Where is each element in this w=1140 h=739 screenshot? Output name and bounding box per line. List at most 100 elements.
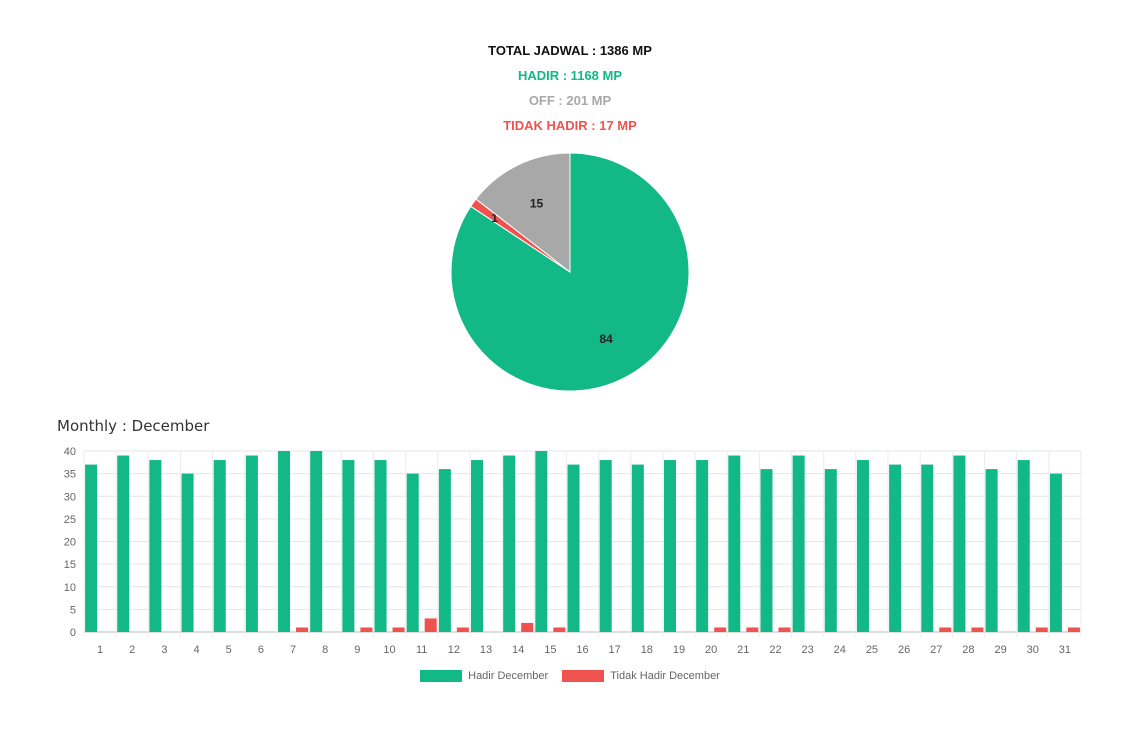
pie-label-1: 1: [491, 211, 498, 225]
x-tick-label: 27: [930, 644, 942, 656]
bar-hadir-26[interactable]: [889, 464, 902, 632]
bar-hadir-8[interactable]: [310, 451, 323, 632]
bar-tidak-hadir-15[interactable]: [553, 627, 566, 632]
bar-tidak-hadir-7[interactable]: [296, 627, 309, 632]
x-tick-label: 20: [705, 644, 717, 656]
bar-hadir-28[interactable]: [953, 455, 966, 632]
bar-hadir-14[interactable]: [503, 455, 516, 632]
x-tick-label: 21: [737, 644, 749, 656]
x-tick-label: 8: [322, 644, 328, 656]
legend-label-hadir: Hadir December: [468, 670, 549, 682]
tidak-hadir-label: TIDAK HADIR : 17 MP: [503, 118, 637, 133]
x-tick-label: 30: [1027, 644, 1039, 656]
y-tick-label: 10: [64, 582, 76, 594]
x-tick-label: 1: [97, 644, 103, 656]
x-tick-label: 25: [866, 644, 878, 656]
x-tick-label: 17: [609, 644, 621, 656]
x-tick-label: 10: [383, 644, 395, 656]
pie-slice-2[interactable]: [475, 152, 571, 274]
bar-tidak-hadir-20[interactable]: [714, 627, 727, 632]
total-jadwal-label: TOTAL JADWAL : 1386 MP: [488, 43, 652, 58]
bar-hadir-31[interactable]: [1049, 473, 1062, 632]
bar-tidak-hadir-14[interactable]: [521, 622, 534, 632]
attendance-pie-chart: 84 1 15: [450, 152, 690, 392]
bar-hadir-7[interactable]: [278, 451, 291, 632]
bar-legend: Hadir December Tidak Hadir December: [0, 670, 1140, 682]
x-tick-label: 12: [448, 644, 460, 656]
bar-hadir-4[interactable]: [181, 473, 194, 632]
pie-label-0: 84: [599, 332, 613, 346]
bar-hadir-13[interactable]: [471, 460, 484, 632]
bar-tidak-hadir-22[interactable]: [778, 627, 791, 632]
bar-hadir-29[interactable]: [985, 469, 998, 632]
x-tick-label: 24: [834, 644, 846, 656]
bar-hadir-24[interactable]: [824, 469, 837, 632]
x-tick-label: 14: [512, 644, 524, 656]
bar-tidak-hadir-28[interactable]: [971, 627, 984, 632]
bar-hadir-3[interactable]: [149, 460, 162, 632]
bar-tidak-hadir-10[interactable]: [392, 627, 405, 632]
x-tick-label: 31: [1059, 644, 1071, 656]
legend-label-tidak-hadir: Tidak Hadir December: [610, 670, 720, 682]
x-tick-label: 3: [161, 644, 167, 656]
x-tick-label: 15: [544, 644, 556, 656]
bar-tidak-hadir-31[interactable]: [1067, 627, 1080, 632]
legend-item-hadir[interactable]: Hadir December: [420, 670, 548, 682]
bar-tidak-hadir-27[interactable]: [939, 627, 952, 632]
bar-tidak-hadir-11[interactable]: [424, 618, 437, 632]
bar-hadir-15[interactable]: [535, 451, 548, 632]
bar-hadir-17[interactable]: [599, 460, 612, 632]
bar-hadir-25[interactable]: [856, 460, 869, 632]
bar-hadir-9[interactable]: [342, 460, 355, 632]
bar-hadir-21[interactable]: [728, 455, 741, 632]
x-tick-label: 9: [354, 644, 360, 656]
y-tick-label: 15: [64, 559, 76, 571]
x-tick-label: 26: [898, 644, 910, 656]
bar-hadir-1[interactable]: [85, 464, 98, 632]
bar-hadir-19[interactable]: [663, 460, 676, 632]
bar-tidak-hadir-30[interactable]: [1035, 627, 1048, 632]
y-tick-label: 30: [64, 491, 76, 503]
bar-tidak-hadir-21[interactable]: [746, 627, 759, 632]
bar-hadir-2[interactable]: [117, 455, 130, 632]
y-tick-label: 25: [64, 514, 76, 526]
bar-hadir-27[interactable]: [921, 464, 934, 632]
bar-hadir-18[interactable]: [631, 464, 644, 632]
x-tick-label: 2: [129, 644, 135, 656]
x-tick-label: 13: [480, 644, 492, 656]
y-tick-label: 5: [70, 604, 76, 616]
x-tick-label: 28: [962, 644, 974, 656]
bar-tidak-hadir-12[interactable]: [456, 627, 469, 632]
y-tick-label: 20: [64, 537, 76, 549]
y-tick-label: 40: [64, 446, 76, 458]
y-tick-label: 35: [64, 469, 76, 481]
legend-swatch-tidak-hadir: [562, 670, 605, 682]
x-tick-label: 22: [769, 644, 781, 656]
monthly-title: Monthly : December: [57, 417, 210, 435]
bar-hadir-10[interactable]: [374, 460, 387, 632]
bar-hadir-30[interactable]: [1017, 460, 1030, 632]
x-tick-label: 19: [673, 644, 685, 656]
x-tick-label: 16: [576, 644, 588, 656]
legend-item-tidak-hadir[interactable]: Tidak Hadir December: [562, 670, 720, 682]
bar-hadir-6[interactable]: [245, 455, 258, 632]
bar-hadir-5[interactable]: [213, 460, 226, 632]
bar-hadir-12[interactable]: [438, 469, 451, 632]
bar-hadir-11[interactable]: [406, 473, 419, 632]
bar-hadir-22[interactable]: [760, 469, 773, 632]
bar-hadir-20[interactable]: [696, 460, 709, 632]
x-tick-label: 4: [194, 644, 200, 656]
off-label: OFF : 201 MP: [528, 93, 612, 108]
pie-label-2: 15: [530, 197, 544, 211]
x-tick-label: 23: [802, 644, 814, 656]
x-tick-label: 18: [641, 644, 653, 656]
x-tick-label: 5: [226, 644, 232, 656]
bar-tidak-hadir-9[interactable]: [360, 627, 373, 632]
summary-block: TOTAL JADWAL : 1386 MP HADIR : 1168 MP O…: [0, 38, 1140, 138]
bar-hadir-16[interactable]: [567, 464, 580, 632]
x-tick-label: 29: [994, 644, 1006, 656]
bar-hadir-23[interactable]: [792, 455, 805, 632]
x-tick-label: 7: [290, 644, 296, 656]
y-tick-label: 0: [70, 627, 76, 639]
